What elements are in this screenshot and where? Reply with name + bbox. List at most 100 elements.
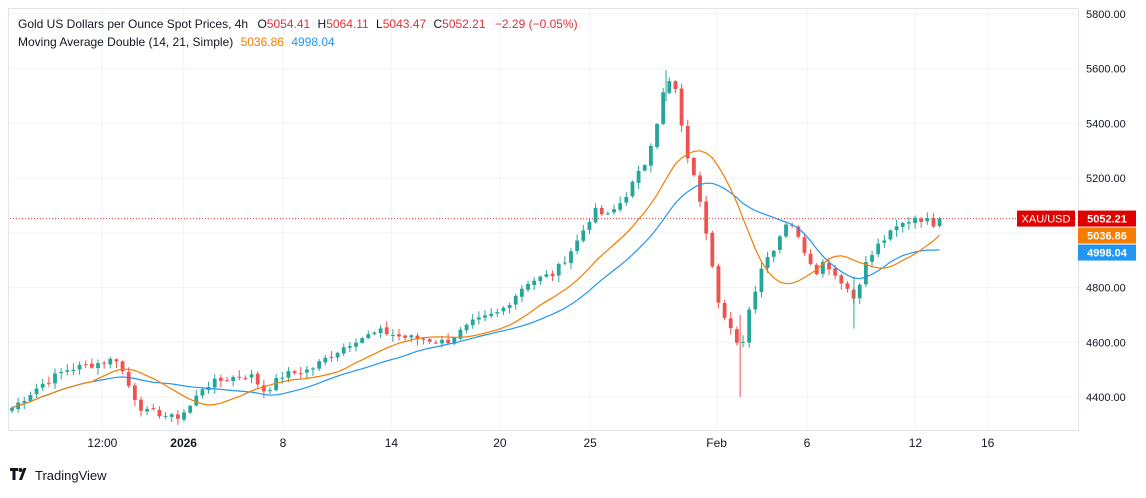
candle-body bbox=[913, 217, 917, 224]
candle-body bbox=[292, 371, 297, 374]
indicator-legend[interactable]: Moving Average Double (14, 21, Simple) 5… bbox=[18, 34, 335, 50]
candle-body bbox=[698, 175, 702, 202]
candle-body bbox=[937, 218, 942, 226]
candle-body bbox=[532, 280, 537, 286]
candle-body bbox=[390, 334, 395, 336]
candle-body bbox=[163, 415, 168, 417]
price-tag bbox=[1078, 210, 1136, 227]
grid-lines bbox=[8, 8, 1079, 431]
candle-body bbox=[96, 363, 100, 368]
price-tag bbox=[1078, 227, 1136, 244]
candle-body bbox=[710, 232, 715, 267]
candle-body bbox=[77, 364, 82, 370]
candle-body bbox=[605, 213, 610, 215]
candle-body bbox=[421, 338, 426, 340]
candle-body bbox=[139, 399, 143, 411]
candle-body bbox=[796, 226, 801, 237]
symbol-legend[interactable]: Gold US Dollars per Ounce Spot Prices, 4… bbox=[18, 16, 578, 32]
candle-body bbox=[728, 318, 733, 329]
indicator-title: Moving Average Double (14, 21, Simple) bbox=[18, 35, 234, 49]
low-label: L bbox=[376, 17, 383, 31]
candle-body bbox=[145, 408, 150, 412]
candle-body bbox=[286, 371, 291, 378]
candle-body bbox=[384, 327, 389, 334]
candle-body bbox=[255, 373, 260, 385]
candle-body bbox=[507, 305, 512, 308]
candle-body bbox=[833, 268, 838, 276]
candle-body bbox=[237, 376, 242, 378]
candle-body bbox=[593, 207, 598, 223]
candle-body bbox=[679, 88, 684, 126]
candle-body bbox=[71, 369, 76, 372]
candle-body bbox=[550, 273, 555, 277]
y-tick-label: 5800.00 bbox=[1086, 9, 1126, 21]
candle-body bbox=[403, 335, 408, 338]
open-value: 5054.41 bbox=[266, 17, 311, 31]
candlesticks bbox=[10, 70, 942, 426]
y-tick-label: 4400.00 bbox=[1086, 392, 1126, 404]
candle-body bbox=[366, 334, 371, 339]
x-tick-label: 12 bbox=[909, 436, 923, 450]
candle-body bbox=[771, 250, 776, 257]
candle-body bbox=[863, 262, 868, 285]
candle-body bbox=[268, 390, 272, 392]
candle-body bbox=[882, 240, 887, 243]
candle-body bbox=[132, 385, 137, 400]
x-tick-label: 14 bbox=[385, 436, 399, 450]
candle-body bbox=[655, 124, 659, 148]
candle-body bbox=[304, 369, 309, 373]
candle-body bbox=[495, 312, 500, 314]
candle-body bbox=[925, 218, 930, 222]
candle-body bbox=[753, 291, 758, 310]
candle-body bbox=[900, 223, 905, 227]
candle-body bbox=[642, 165, 647, 171]
tradingview-watermark[interactable]: TradingView bbox=[10, 467, 107, 483]
candle-body bbox=[212, 378, 217, 388]
candle-body bbox=[329, 356, 334, 358]
candle-body bbox=[415, 335, 420, 339]
candle-body bbox=[89, 363, 94, 368]
candle-body bbox=[790, 224, 795, 226]
candle-body bbox=[562, 262, 567, 264]
symbol-tag bbox=[1017, 210, 1075, 227]
candle-body bbox=[200, 389, 205, 396]
candle-body bbox=[888, 230, 893, 240]
candle-body bbox=[845, 283, 850, 289]
candle-body bbox=[317, 361, 322, 369]
price-tag-label: 5036.86 bbox=[1087, 231, 1127, 243]
candle-body bbox=[114, 359, 119, 362]
candle-body bbox=[347, 346, 352, 348]
open-label: O bbox=[257, 17, 267, 31]
candle-body bbox=[648, 145, 653, 166]
candle-body bbox=[513, 295, 518, 305]
candle-body bbox=[722, 302, 727, 318]
high-label: H bbox=[317, 17, 327, 31]
candle-body bbox=[630, 181, 635, 197]
candle-body bbox=[182, 412, 186, 420]
axes: 4400.004600.004800.005000.005200.005400.… bbox=[87, 9, 1125, 450]
candle-body bbox=[243, 378, 248, 380]
candle-body bbox=[175, 414, 180, 419]
candle-body bbox=[40, 383, 45, 388]
ma-slow-value: 4998.04 bbox=[291, 35, 335, 49]
candle-body bbox=[919, 218, 924, 222]
candle-body bbox=[354, 342, 358, 347]
candle-body bbox=[194, 395, 199, 406]
y-tick-label: 5200.00 bbox=[1086, 173, 1126, 185]
candle-body bbox=[857, 284, 862, 299]
candle-body bbox=[894, 226, 899, 231]
candle-body bbox=[341, 347, 346, 354]
candle-body bbox=[820, 261, 825, 274]
candle-body bbox=[876, 243, 881, 255]
candle-body bbox=[108, 358, 113, 365]
close-label: C bbox=[433, 17, 443, 31]
candle-body bbox=[83, 364, 88, 366]
y-tick-label: 4600.00 bbox=[1086, 337, 1126, 349]
candle-body bbox=[157, 409, 162, 417]
plot-frame bbox=[8, 8, 1079, 431]
candle-body bbox=[612, 209, 616, 213]
x-tick-label: 16 bbox=[981, 436, 995, 450]
candle-body bbox=[759, 268, 764, 293]
